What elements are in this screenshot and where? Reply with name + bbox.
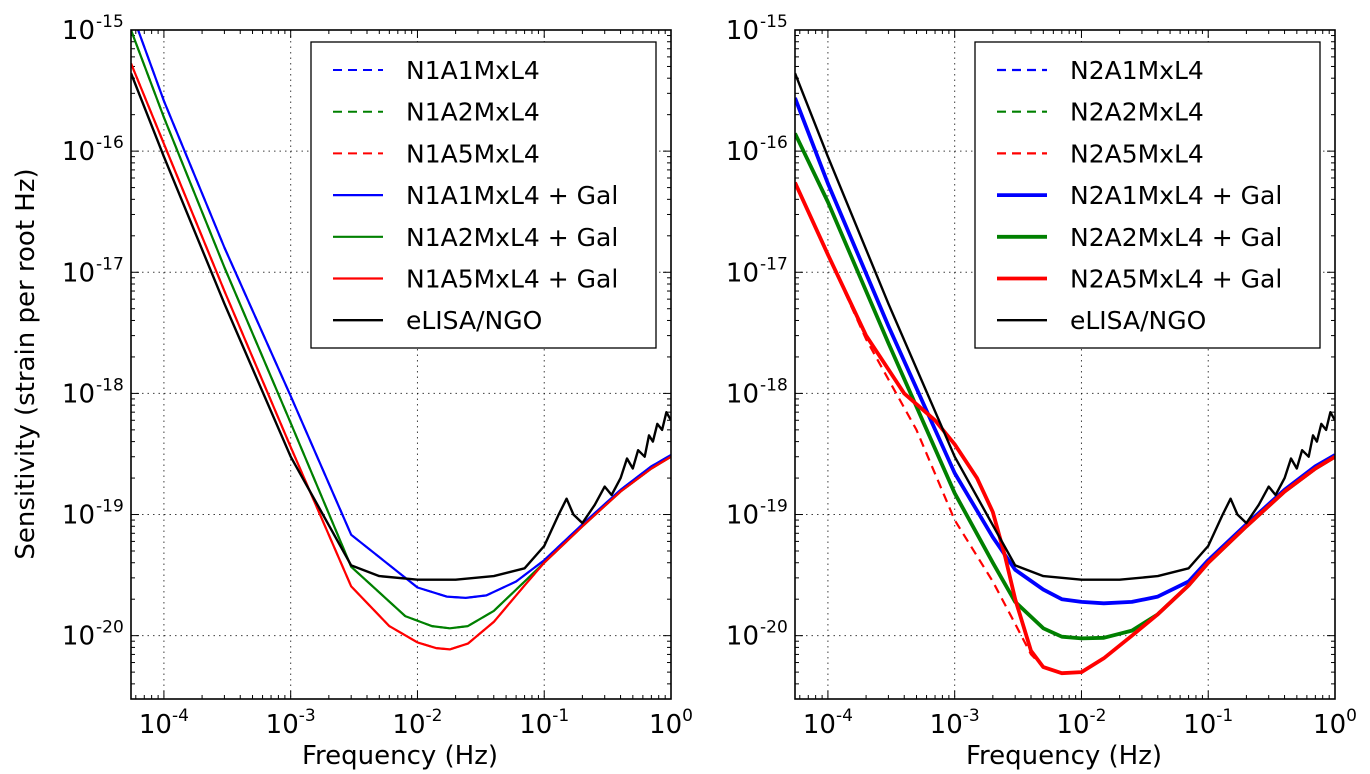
y-tick-label: 10-17 — [726, 254, 788, 288]
y-tick-label: 10-20 — [62, 618, 124, 652]
legend-label: N2A1MxL4 + Gal — [1070, 181, 1282, 210]
legend-label: N1A5MxL4 + Gal — [406, 265, 618, 294]
legend-label: N1A2MxL4 — [406, 98, 540, 127]
x-axis-label-right: Frequency (Hz) — [966, 741, 1162, 771]
y-tick-label: 10-15 — [62, 12, 124, 46]
legend-label: eLISA/NGO — [1070, 306, 1206, 335]
x-tick-label: 10-3 — [930, 706, 980, 740]
x-tick-label: 10-4 — [803, 706, 853, 740]
series-line-elisa-ngo — [131, 72, 671, 581]
x-tick-label: 10-2 — [392, 706, 442, 740]
legend-label: N2A5MxL4 — [1070, 139, 1204, 168]
legend-label: N2A5MxL4 + Gal — [1070, 265, 1282, 294]
legend-label: N1A2MxL4 + Gal — [406, 223, 618, 252]
series-group — [795, 72, 1335, 676]
legend-label: N2A2MxL4 — [1070, 98, 1204, 127]
y-tick-label: 10-19 — [62, 497, 124, 531]
legend-label: eLISA/NGO — [406, 306, 542, 335]
x-tick-label: 100 — [1313, 706, 1357, 740]
y-tick-label: 10-17 — [62, 254, 124, 288]
series-group — [131, 30, 671, 651]
y-tick-label: 10-16 — [726, 133, 788, 167]
legend-label: N2A1MxL4 — [1070, 56, 1204, 85]
chart-panel-left: 10-4 10-3 10-2 10-1 100 10-15 10-16 10-17 10-18 1… — [62, 12, 693, 740]
x-tick-label: 10-3 — [266, 706, 316, 740]
y-tick-label: 10-19 — [726, 497, 788, 531]
x-tick-label: 10-1 — [519, 706, 569, 740]
y-axis-label: Sensitivity (strain per root Hz) — [11, 168, 41, 559]
plot-frame — [794, 29, 1336, 700]
series-line-elisa-ngo — [795, 72, 1335, 581]
series-line-n2a5mxl4-gal — [795, 181, 1335, 676]
x-tick-label: 100 — [649, 706, 693, 740]
chart-panel-right: 10-4 10-3 10-2 10-1 100 10-15 10-16 10-17 10-18 1… — [726, 12, 1357, 740]
y-tick-label: 10-18 — [726, 375, 788, 409]
plot-frame — [130, 29, 672, 700]
legend-label: N1A5MxL4 — [406, 139, 540, 168]
legend: N1A1MxL4 N1A2MxL4 N1A5MxL4 N1A1MxL4 + Gal N1… — [310, 41, 657, 349]
y-tick-label: 10-16 — [62, 133, 124, 167]
legend-label: N1A1MxL4 + Gal — [406, 181, 618, 210]
y-tick-label: 10-15 — [726, 12, 788, 46]
legend-label: N1A1MxL4 — [406, 56, 540, 85]
series-line-n1a1mxl4-gal — [136, 30, 671, 600]
x-axis-label-left: Frequency (Hz) — [302, 741, 498, 771]
x-tick-label: 10-4 — [139, 706, 189, 740]
y-tick-label: 10-20 — [726, 618, 788, 652]
legend: N2A1MxL4 N2A2MxL4 N2A5MxL4 N2A1MxL4 + Gal N2… — [974, 41, 1321, 349]
x-tick-label: 10-2 — [1056, 706, 1106, 740]
legend-label: N2A2MxL4 + Gal — [1070, 223, 1282, 252]
x-tick-label: 10-1 — [1183, 706, 1233, 740]
series-line-n1a5mxl4-gal — [131, 62, 671, 651]
y-tick-label: 10-18 — [62, 375, 124, 409]
